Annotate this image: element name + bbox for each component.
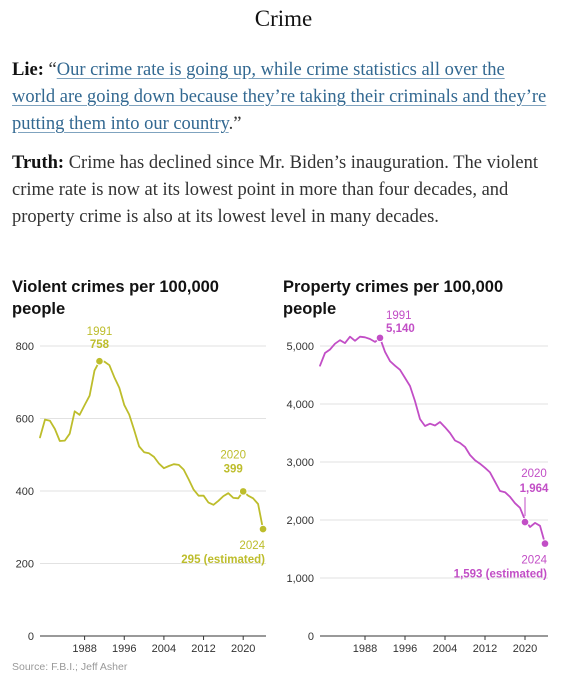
violent-crime-chart: 0 200 400 600 800 1988 1996 2004 2012 2020 1991758… xyxy=(16,326,268,655)
property-series-line xyxy=(319,335,546,545)
property-ytick-label: 3,000 xyxy=(286,457,314,469)
violent-xtick-label: 2012 xyxy=(191,643,215,655)
property-annotation-dot xyxy=(520,517,530,527)
violent-xtick-label: 1996 xyxy=(112,643,136,655)
lie-close-quote: .” xyxy=(228,114,242,134)
property-annotation-dot xyxy=(375,333,385,343)
page-title: Crime xyxy=(254,6,313,31)
truth-label: Truth: xyxy=(12,153,65,173)
lie-label: Lie: xyxy=(12,60,44,80)
violent-ytick-label: 400 xyxy=(16,486,34,498)
violent-annotation-year: 2020 xyxy=(220,449,246,461)
property-annotation-year: 2024 xyxy=(521,555,547,567)
lie-paragraph: Lie: “Our crime rate is going up, while … xyxy=(12,57,552,138)
property-ytick-label: 1,000 xyxy=(286,573,314,585)
violent-ytick-label: 0 xyxy=(28,631,34,643)
source-note: Source: F.B.I.; Jeff Asher xyxy=(12,661,128,673)
violent-annotation-dot xyxy=(238,487,248,496)
violent-series-line xyxy=(39,360,264,530)
truth-paragraph: Truth: Crime has declined since Mr. Bide… xyxy=(12,150,552,231)
property-xtick-label: 1988 xyxy=(353,643,377,655)
violent-annotation-year: 1991 xyxy=(87,326,113,338)
violent-ytick-label: 600 xyxy=(16,414,34,426)
property-annotation-year: 1991 xyxy=(386,310,412,322)
property-xtick-label: 2012 xyxy=(473,643,497,655)
violent-annotation-dot xyxy=(258,524,268,534)
violent-xtick-label: 2020 xyxy=(231,643,255,655)
property-xtick-label: 2004 xyxy=(433,643,457,655)
violent-ytick-label: 200 xyxy=(16,559,34,571)
violent-ytick-label: 800 xyxy=(16,341,34,353)
property-ytick-label: 2,000 xyxy=(286,515,314,527)
violent-xtick-label: 2004 xyxy=(152,643,176,655)
property-ytick-label: 0 xyxy=(308,631,314,643)
property-xtick-label: 1996 xyxy=(393,643,417,655)
violent-chart-title: Violent crimes per 100,000 people xyxy=(12,278,219,318)
violent-xtick-label: 1988 xyxy=(72,643,96,655)
property-chart-title: Property crimes per 100,000 people xyxy=(283,278,504,318)
property-ytick-label: 4,000 xyxy=(286,399,314,411)
violent-annotation-value: 399 xyxy=(224,463,243,475)
violent-annotation-value: 758 xyxy=(90,339,110,351)
lie-quote-link[interactable]: Our crime rate is going up, while crime … xyxy=(12,60,547,134)
violent-annotation-value: 295 (estimated) xyxy=(181,554,265,566)
violent-annotation-dot xyxy=(95,356,104,366)
property-annotation-value: 5,140 xyxy=(386,323,415,335)
truth-text: Crime has declined since Mr. Biden’s ina… xyxy=(12,153,538,227)
lie-open-quote: “ xyxy=(48,60,57,80)
property-xtick-label: 2020 xyxy=(513,643,537,655)
property-annotation-year: 2020 xyxy=(521,468,547,480)
property-annotation-value: 1,964 xyxy=(520,483,549,495)
violent-annotation-year: 2024 xyxy=(239,540,265,552)
property-ytick-label: 5,000 xyxy=(286,341,314,353)
property-annotation-dot xyxy=(540,539,550,548)
property-annotation-value: 1,593 (estimated) xyxy=(454,569,547,581)
